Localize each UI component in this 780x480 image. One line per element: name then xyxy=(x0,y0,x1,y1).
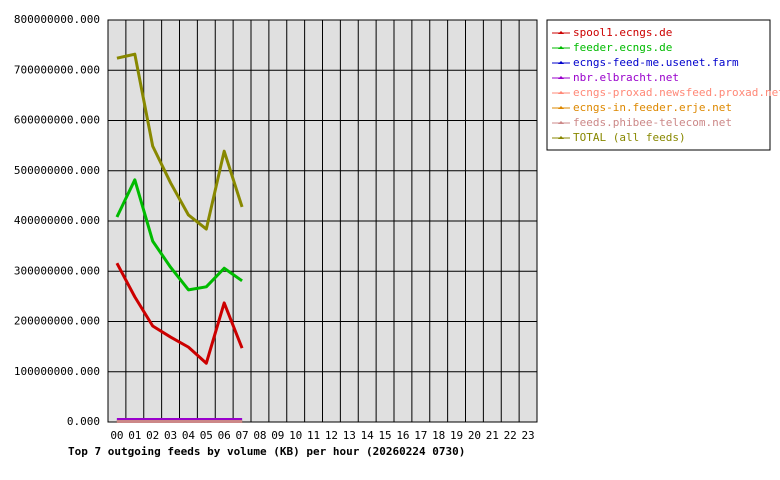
legend-label: spool1.ecngs.de xyxy=(573,26,672,39)
y-tick-label: 200000000.000 xyxy=(14,315,100,328)
x-tick-label: 21 xyxy=(486,429,499,442)
x-tick-label: 23 xyxy=(521,429,534,442)
y-tick-label: 300000000.000 xyxy=(14,264,100,277)
x-tick-label: 06 xyxy=(218,429,231,442)
legend-marker xyxy=(558,46,564,49)
legend-label: feeds.phibee-telecom.net xyxy=(573,116,732,129)
legend-label: TOTAL (all feeds) xyxy=(573,131,686,144)
x-tick-label: 08 xyxy=(253,429,266,442)
y-tick-label: 600000000.000 xyxy=(14,114,100,127)
y-tick-label: 700000000.000 xyxy=(14,63,100,76)
x-tick-label: 07 xyxy=(235,429,248,442)
series-line xyxy=(116,52,244,231)
series-line xyxy=(115,262,244,365)
legend-marker xyxy=(558,76,564,79)
x-tick-label: 01 xyxy=(128,429,141,442)
legend-label: ecngs-feed-me.usenet.farm xyxy=(573,56,739,69)
y-tick-label: 800000000.000 xyxy=(14,13,100,26)
x-tick-label: 14 xyxy=(361,429,375,442)
x-tick-label: 09 xyxy=(271,429,284,442)
x-tick-label: 02 xyxy=(146,429,159,442)
x-tick-label: 18 xyxy=(432,429,445,442)
legend-marker xyxy=(558,121,564,124)
chart-title: Top 7 outgoing feeds by volume (KB) per … xyxy=(68,445,465,458)
x-tick-label: 17 xyxy=(414,429,427,442)
x-tick-label: 00 xyxy=(110,429,123,442)
x-tick-label: 15 xyxy=(378,429,391,442)
x-tick-label: 16 xyxy=(396,429,409,442)
y-tick-label: 500000000.000 xyxy=(14,164,100,177)
x-tick-label: 13 xyxy=(343,429,356,442)
legend-marker xyxy=(558,61,564,64)
x-tick-label: 20 xyxy=(468,429,481,442)
legend-marker xyxy=(558,136,564,139)
legend-label: ecngs-in.feeder.erje.net xyxy=(573,101,732,114)
legend-marker xyxy=(558,91,564,94)
x-tick-label: 12 xyxy=(325,429,338,442)
series-line xyxy=(115,178,243,292)
x-tick-label: 03 xyxy=(164,429,177,442)
legend-label: nbr.elbracht.net xyxy=(573,71,679,84)
legend-marker xyxy=(558,31,564,34)
y-tick-label: 400000000.000 xyxy=(14,214,100,227)
x-tick-label: 04 xyxy=(182,429,196,442)
legend-label: ecngs-proxad.newsfeed.proxad.net xyxy=(573,86,780,99)
legend-box xyxy=(546,19,771,151)
legend-marker xyxy=(558,106,564,109)
x-tick-label: 22 xyxy=(504,429,517,442)
y-tick-label: 100000000.000 xyxy=(14,365,100,378)
y-tick-label: 0.000 xyxy=(67,415,100,428)
x-tick-label: 05 xyxy=(200,429,213,442)
x-tick-label: 19 xyxy=(450,429,463,442)
legend-label: feeder.ecngs.de xyxy=(573,41,672,54)
x-tick-label: 10 xyxy=(289,429,302,442)
x-tick-label: 11 xyxy=(307,429,320,442)
